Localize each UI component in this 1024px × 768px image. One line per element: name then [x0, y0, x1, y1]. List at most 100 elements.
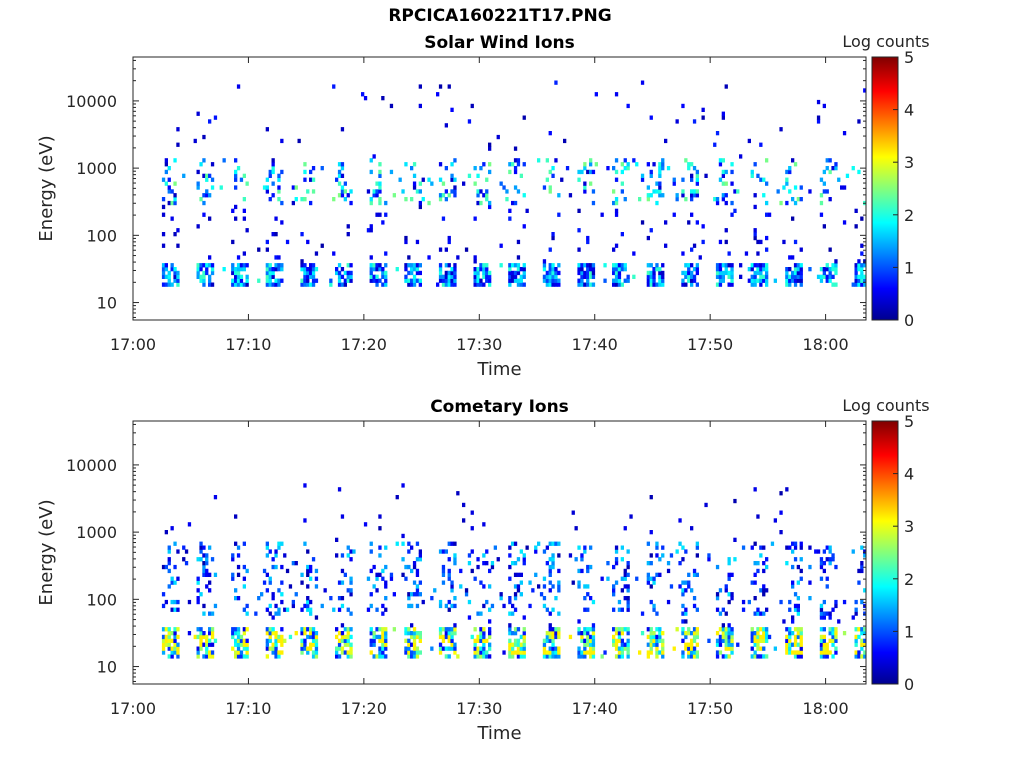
spectrogram-cell: [268, 267, 272, 272]
spectrogram-cell: [727, 282, 731, 287]
spectrogram-cell: [450, 638, 454, 643]
spectrogram-cell: [309, 270, 313, 276]
y-tick-label: 10: [97, 658, 117, 677]
spectrogram-cell: [589, 545, 593, 550]
spectrogram-cell: [421, 177, 425, 182]
spectrogram-cell: [863, 553, 867, 558]
spectrogram-cell: [568, 634, 573, 640]
spectrogram-cell: [796, 274, 800, 279]
spectrogram-cell: [617, 638, 622, 643]
spectrogram-cell: [730, 596, 734, 601]
spectrogram-cell: [586, 584, 590, 589]
spectrogram-cell: [196, 627, 200, 632]
spectrogram-cell: [205, 557, 209, 562]
spectrogram-cell: [482, 634, 486, 640]
spectrogram-cell: [271, 169, 275, 175]
spectrogram-cell: [381, 220, 385, 225]
spectrogram-cell: [234, 514, 238, 519]
spectrogram-cell: [692, 568, 697, 574]
spectrogram-cell: [202, 134, 206, 140]
spectrogram-cell: [335, 267, 339, 272]
spectrogram-cell: [213, 495, 218, 500]
spectrogram-cell: [819, 278, 824, 283]
spectrogram-cell: [378, 212, 382, 217]
spectrogram-cell: [690, 650, 694, 655]
spectrogram-cell: [496, 134, 500, 140]
spectrogram-cell: [265, 541, 269, 546]
spectrogram-cell: [793, 607, 798, 612]
spectrogram-cell: [675, 549, 679, 554]
spectrogram-cell: [759, 646, 763, 651]
spectrogram-cell: [384, 627, 388, 632]
spectrogram-cell: [187, 522, 192, 527]
spectrogram-cell: [612, 584, 616, 589]
spectrogram-cell: [522, 270, 526, 276]
spectrogram-cell: [799, 654, 803, 659]
spectrogram-cell: [513, 561, 518, 566]
spectrogram-cell: [196, 111, 200, 116]
spectrogram-cell: [591, 169, 596, 175]
spectrogram-cell: [303, 646, 307, 651]
spectrogram-cell: [378, 634, 382, 640]
spectrogram-cell: [557, 580, 561, 585]
spectrogram-cell: [277, 173, 281, 178]
spectrogram-cell: [519, 278, 523, 283]
spectrogram-cell: [655, 638, 659, 643]
spectrogram-cell: [577, 646, 581, 651]
spectrogram-cell: [161, 243, 166, 248]
spectrogram-cell: [268, 646, 272, 651]
spectrogram-cell: [834, 634, 838, 640]
spectrogram-cell: [415, 239, 420, 245]
spectrogram-cell: [482, 263, 486, 268]
spectrogram-cell: [681, 638, 685, 643]
spectrogram-cell: [756, 654, 760, 659]
spectrogram-cell: [349, 278, 353, 283]
spectrogram-cell: [513, 263, 518, 268]
spectrogram-cell: [591, 267, 596, 272]
spectrogram-cell: [476, 557, 480, 562]
spectrogram-cell: [620, 267, 624, 272]
spectrogram-cell: [776, 189, 780, 194]
spectrogram-cell: [548, 627, 552, 632]
spectrogram-cell: [335, 654, 339, 659]
spectrogram-cell: [658, 169, 662, 175]
spectrogram-cell: [583, 545, 587, 550]
spectrogram-cell: [300, 263, 304, 268]
spectrogram-cell: [453, 646, 457, 651]
spectrogram-cell: [384, 274, 388, 279]
spectrogram-cell: [375, 576, 379, 581]
spectrogram-cell: [620, 650, 624, 655]
spectrogram-cell: [799, 568, 803, 574]
spectrogram-cell: [568, 193, 573, 198]
spectrogram-cell: [589, 162, 593, 167]
spectrogram-cell: [808, 580, 812, 585]
spectrogram-cell: [199, 197, 203, 202]
spectrogram-cell: [819, 638, 824, 643]
spectrogram-cell: [412, 592, 417, 597]
spectrogram-cell: [476, 564, 480, 570]
spectrogram-cell: [479, 627, 483, 632]
spectrogram-cell: [369, 263, 373, 268]
spectrogram-cell: [199, 627, 203, 632]
spectrogram-cell: [655, 553, 659, 558]
spectrogram-cell: [346, 642, 350, 647]
spectrogram-cell: [167, 568, 171, 574]
spectrogram-cell: [236, 631, 241, 636]
spectrogram-cell: [842, 185, 847, 190]
spectrogram-cell: [718, 627, 723, 632]
spectrogram-cell: [234, 282, 238, 287]
spectrogram-cell: [311, 654, 316, 659]
spectrogram-cell: [695, 650, 699, 655]
spectrogram-cell: [828, 267, 832, 272]
spectrogram-cell: [418, 282, 422, 287]
spectrogram-cell: [548, 654, 552, 659]
spectrogram-cell: [614, 200, 619, 206]
spectrogram-cell: [410, 642, 414, 647]
spectrogram-cell: [453, 557, 457, 562]
spectrogram-cell: [779, 510, 783, 515]
spectrogram-cell: [508, 216, 512, 221]
spectrogram-cell: [274, 278, 278, 283]
spectrogram-cell: [793, 263, 798, 268]
spectrogram-cell: [548, 131, 552, 136]
spectrogram-cell: [476, 267, 480, 272]
